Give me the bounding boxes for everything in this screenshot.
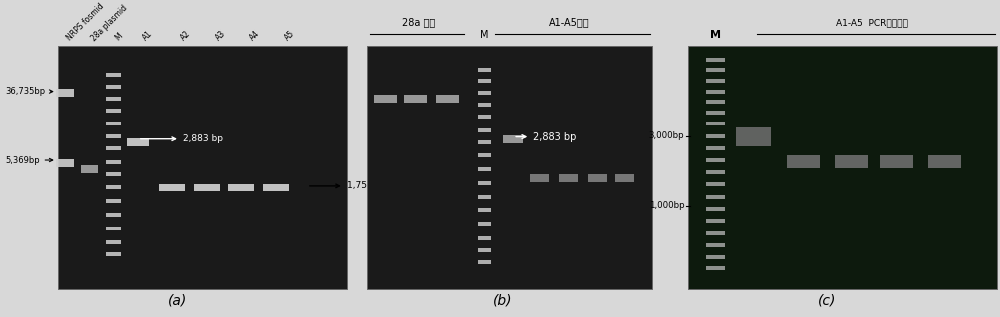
Text: A1-A5酶切: A1-A5酶切 — [549, 18, 590, 28]
FancyBboxPatch shape — [559, 174, 578, 182]
FancyBboxPatch shape — [706, 243, 725, 247]
Text: M: M — [114, 32, 125, 43]
FancyBboxPatch shape — [127, 138, 149, 146]
Text: A2: A2 — [179, 29, 193, 43]
FancyBboxPatch shape — [706, 121, 725, 126]
Text: 2,883 bp: 2,883 bp — [141, 134, 223, 143]
FancyBboxPatch shape — [478, 140, 491, 144]
Text: A4: A4 — [248, 29, 262, 43]
FancyBboxPatch shape — [58, 46, 347, 289]
FancyBboxPatch shape — [503, 135, 523, 143]
FancyBboxPatch shape — [106, 121, 121, 126]
Text: 2,883 bp: 2,883 bp — [516, 132, 576, 142]
FancyBboxPatch shape — [106, 159, 121, 164]
Text: (b): (b) — [493, 294, 512, 307]
FancyBboxPatch shape — [478, 181, 491, 185]
FancyBboxPatch shape — [706, 79, 725, 83]
FancyBboxPatch shape — [706, 207, 725, 211]
Text: NRPS fosmid: NRPS fosmid — [65, 2, 106, 43]
FancyBboxPatch shape — [106, 146, 121, 150]
FancyBboxPatch shape — [706, 158, 725, 162]
FancyBboxPatch shape — [478, 195, 491, 198]
FancyBboxPatch shape — [706, 100, 725, 104]
FancyBboxPatch shape — [478, 128, 491, 132]
FancyBboxPatch shape — [56, 159, 74, 167]
FancyBboxPatch shape — [106, 134, 121, 138]
FancyBboxPatch shape — [374, 95, 397, 103]
FancyBboxPatch shape — [530, 174, 549, 182]
FancyBboxPatch shape — [194, 184, 220, 191]
FancyBboxPatch shape — [880, 155, 913, 168]
FancyBboxPatch shape — [478, 68, 491, 72]
Text: A1: A1 — [141, 29, 155, 43]
FancyBboxPatch shape — [106, 73, 121, 77]
FancyBboxPatch shape — [478, 103, 491, 107]
FancyBboxPatch shape — [106, 97, 121, 101]
FancyBboxPatch shape — [106, 213, 121, 217]
FancyBboxPatch shape — [706, 111, 725, 115]
Text: M: M — [480, 30, 488, 40]
FancyBboxPatch shape — [159, 184, 185, 191]
FancyBboxPatch shape — [106, 252, 121, 256]
FancyBboxPatch shape — [706, 195, 725, 198]
Text: M: M — [710, 30, 721, 40]
Text: (a): (a) — [168, 294, 187, 307]
FancyBboxPatch shape — [367, 46, 652, 289]
FancyBboxPatch shape — [106, 199, 121, 203]
FancyBboxPatch shape — [56, 89, 74, 97]
FancyBboxPatch shape — [478, 153, 491, 158]
Text: 5,369bp: 5,369bp — [5, 156, 53, 165]
FancyBboxPatch shape — [615, 174, 634, 182]
FancyBboxPatch shape — [478, 260, 491, 264]
FancyBboxPatch shape — [706, 219, 725, 223]
FancyBboxPatch shape — [706, 266, 725, 270]
FancyBboxPatch shape — [706, 182, 725, 186]
FancyBboxPatch shape — [106, 172, 121, 176]
FancyBboxPatch shape — [835, 155, 868, 168]
FancyBboxPatch shape — [106, 227, 121, 230]
FancyBboxPatch shape — [688, 46, 997, 289]
Text: 3,000bp: 3,000bp — [649, 131, 684, 140]
Text: 28a 酶切: 28a 酶切 — [402, 18, 435, 28]
Text: (c): (c) — [818, 294, 837, 307]
FancyBboxPatch shape — [478, 115, 491, 120]
Text: 28a plasmid: 28a plasmid — [90, 3, 129, 43]
Text: 1,000bp: 1,000bp — [649, 201, 684, 210]
FancyBboxPatch shape — [106, 240, 121, 244]
FancyBboxPatch shape — [436, 95, 459, 103]
FancyBboxPatch shape — [706, 134, 725, 138]
FancyBboxPatch shape — [478, 79, 491, 83]
FancyBboxPatch shape — [106, 109, 121, 113]
FancyBboxPatch shape — [706, 90, 725, 94]
FancyBboxPatch shape — [706, 231, 725, 235]
Text: A1-A5  PCR产物纯化: A1-A5 PCR产物纯化 — [836, 19, 908, 28]
FancyBboxPatch shape — [706, 146, 725, 150]
FancyBboxPatch shape — [106, 85, 121, 89]
FancyBboxPatch shape — [81, 165, 98, 173]
FancyBboxPatch shape — [228, 184, 254, 191]
FancyBboxPatch shape — [263, 184, 289, 191]
FancyBboxPatch shape — [706, 68, 725, 72]
Text: 36,735bp: 36,735bp — [5, 87, 53, 96]
FancyBboxPatch shape — [706, 58, 725, 61]
FancyBboxPatch shape — [478, 91, 491, 95]
FancyBboxPatch shape — [478, 236, 491, 240]
FancyBboxPatch shape — [588, 174, 607, 182]
FancyBboxPatch shape — [478, 208, 491, 212]
FancyBboxPatch shape — [478, 248, 491, 252]
FancyBboxPatch shape — [928, 155, 961, 168]
FancyBboxPatch shape — [404, 95, 427, 103]
FancyBboxPatch shape — [106, 185, 121, 189]
Text: A5: A5 — [283, 29, 296, 43]
FancyBboxPatch shape — [478, 222, 491, 226]
Text: 1,750 bp: 1,750 bp — [310, 181, 387, 191]
FancyBboxPatch shape — [787, 155, 820, 168]
FancyBboxPatch shape — [478, 167, 491, 171]
FancyBboxPatch shape — [736, 126, 771, 146]
FancyBboxPatch shape — [706, 256, 725, 259]
FancyBboxPatch shape — [706, 170, 725, 174]
Text: A3: A3 — [214, 29, 227, 43]
